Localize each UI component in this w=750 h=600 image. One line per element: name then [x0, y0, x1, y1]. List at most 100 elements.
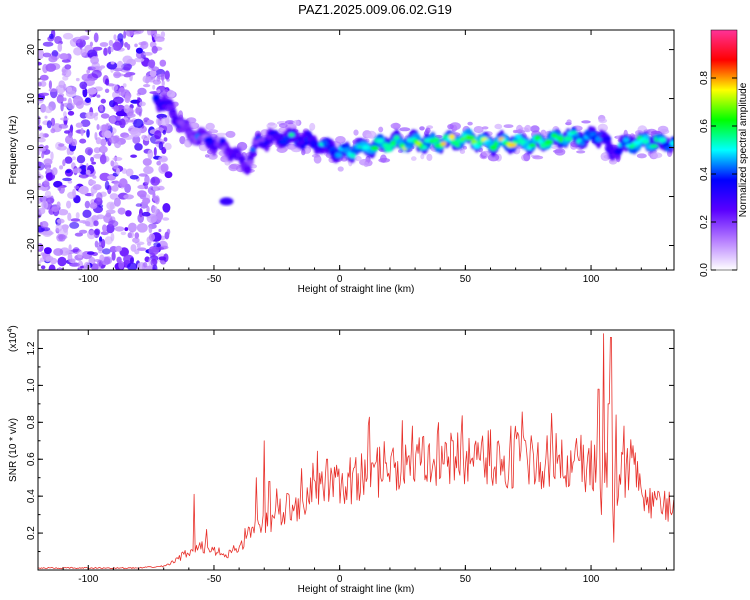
noise-speckle	[120, 231, 127, 236]
ridge-cell	[421, 145, 428, 150]
snr-panel: -100 -50 0 50 100 0.2 0.4 0.6 0.8 1.0 1.2 Height o…	[7, 325, 675, 595]
ridge-cell	[232, 148, 240, 153]
x-tick-label: -100	[78, 274, 98, 285]
ridge-cell	[352, 148, 358, 153]
noise-speckle	[156, 185, 165, 191]
noise-speckle	[50, 128, 56, 134]
noise-speckle	[137, 213, 144, 224]
noise-speckle	[92, 46, 103, 51]
noise-speckle	[158, 141, 164, 151]
noise-speckle	[38, 137, 46, 143]
ridge-cell	[573, 133, 580, 138]
colorbar-tick-label: 0.0	[699, 263, 710, 277]
noise-speckle	[100, 113, 110, 119]
halo-speckle	[285, 120, 295, 125]
noise-speckle	[57, 42, 63, 52]
noise-speckle	[106, 201, 116, 210]
noise-speckle	[70, 218, 81, 222]
noise-speckle	[95, 137, 102, 145]
noise-speckle	[89, 41, 93, 47]
noise-speckle	[38, 242, 41, 250]
noise-speckle	[116, 256, 122, 264]
halo-speckle	[447, 124, 454, 130]
noise-speckle	[83, 261, 91, 270]
ridge-cell	[224, 147, 232, 152]
noise-speckle	[59, 53, 69, 60]
noise-speckle	[108, 220, 119, 228]
noise-speckle	[161, 71, 165, 82]
noise-speckle	[41, 151, 45, 159]
noise-speckle	[80, 48, 87, 57]
snr-ylabel: SNR (10 * v/v)	[8, 418, 19, 482]
y-tick-label: -10	[26, 189, 37, 204]
halo-speckle	[276, 147, 286, 153]
noise-speckle	[103, 47, 108, 56]
noise-speckle	[124, 227, 129, 232]
noise-speckle	[62, 75, 69, 81]
noise-speckle	[96, 124, 100, 130]
halo-speckle	[532, 155, 544, 160]
ridge-cell	[161, 104, 168, 109]
ridge-cell	[544, 139, 554, 145]
noise-speckle	[38, 148, 47, 152]
noise-speckle	[113, 180, 120, 187]
halo-speckle	[152, 79, 162, 85]
noise-speckle	[72, 188, 76, 198]
halo-speckle	[530, 125, 540, 133]
noise-speckle	[56, 234, 64, 242]
noise-speckle	[96, 94, 101, 98]
y-tick-label: 0.4	[26, 489, 37, 503]
noise-speckle	[113, 197, 121, 207]
noise-speckle	[98, 240, 104, 247]
noise-speckle	[132, 135, 141, 145]
noise-speckle	[78, 185, 89, 195]
noise-speckle	[123, 134, 134, 140]
halo-speckle	[225, 130, 236, 138]
noise-speckle	[92, 175, 97, 179]
noise-speckle	[144, 185, 149, 190]
x-tick-label: 100	[583, 574, 600, 585]
halo-speckle	[659, 128, 670, 135]
noise-speckle	[42, 41, 54, 47]
noise-speckle	[93, 220, 99, 227]
noise-speckle	[56, 201, 61, 208]
noise-speckle	[156, 160, 162, 166]
noise-speckle	[99, 65, 106, 69]
halo-speckle	[608, 159, 618, 165]
halo-speckle	[173, 101, 179, 107]
ridge-cell	[152, 95, 160, 101]
noise-speckle	[160, 31, 166, 38]
noise-speckle	[40, 221, 49, 229]
noise-speckle	[125, 30, 134, 37]
halo-speckle	[353, 129, 359, 136]
noise-speckle	[41, 200, 49, 210]
noise-speckle	[121, 168, 128, 174]
ridge-cell	[489, 144, 498, 151]
ridge-cell	[606, 143, 613, 150]
y-tick-label: -20	[26, 238, 37, 253]
noise-speckle	[160, 163, 169, 173]
noise-speckle	[49, 33, 54, 40]
ridge-cell	[537, 139, 544, 144]
ridge-cell	[243, 166, 252, 172]
y-tick-label: 0.8	[26, 415, 37, 429]
ridge-cell	[340, 143, 348, 149]
halo-speckle	[600, 152, 610, 162]
noise-speckle	[56, 218, 65, 224]
noise-speckle	[63, 111, 67, 118]
noise-speckle	[58, 143, 65, 147]
noise-speckle	[61, 68, 67, 73]
noise-speckle	[113, 71, 122, 79]
noise-speckle	[97, 259, 103, 267]
halo-speckle	[365, 133, 373, 139]
noise-speckle	[148, 59, 156, 68]
x-tick-label: 100	[583, 274, 600, 285]
noise-speckle	[66, 200, 72, 209]
noise-speckle	[147, 119, 151, 124]
ridge-cell	[288, 132, 295, 137]
ridge-cell	[550, 133, 558, 139]
ridge-cell	[370, 145, 379, 151]
noise-speckle	[124, 119, 135, 123]
ridge-cell	[431, 137, 440, 143]
halo-speckle	[425, 127, 431, 134]
